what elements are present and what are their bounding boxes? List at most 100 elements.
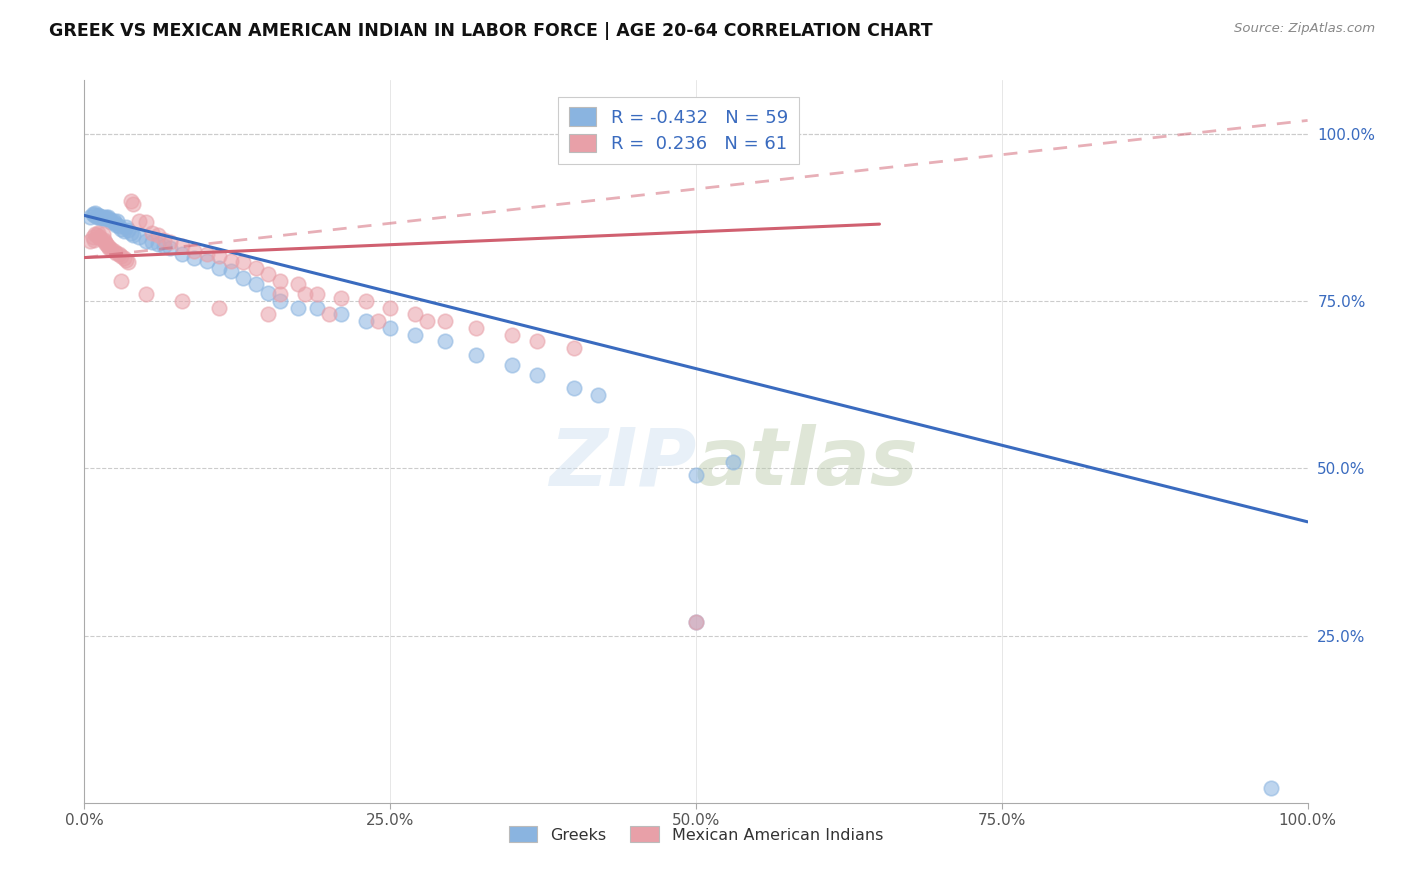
Point: [117, 255, 139, 269]
Point: [112, 251, 135, 265]
Point: [79, 234, 101, 248]
Point: [685, 615, 707, 630]
Point: [257, 307, 280, 322]
Point: [354, 294, 377, 309]
Point: [183, 251, 205, 265]
Text: atlas: atlas: [696, 425, 918, 502]
Point: [90, 211, 112, 225]
Point: [1260, 781, 1282, 796]
Point: [83, 233, 105, 247]
Point: [94, 235, 117, 250]
Point: [526, 368, 548, 382]
Point: [115, 220, 138, 235]
Point: [330, 291, 353, 305]
Point: [502, 358, 524, 372]
Text: ZIP: ZIP: [548, 425, 696, 502]
Point: [208, 260, 231, 275]
Point: [82, 230, 104, 244]
Point: [146, 237, 169, 252]
Point: [87, 230, 110, 244]
Point: [117, 223, 139, 237]
Point: [97, 241, 120, 255]
Point: [87, 226, 110, 240]
Point: [112, 224, 135, 238]
Point: [219, 264, 242, 278]
Point: [89, 211, 111, 226]
Point: [685, 467, 707, 482]
Point: [128, 214, 150, 228]
Point: [96, 236, 118, 251]
Point: [153, 233, 176, 247]
Point: [245, 260, 267, 275]
Point: [110, 274, 132, 288]
Point: [404, 327, 426, 342]
Point: [685, 615, 707, 630]
Point: [93, 212, 115, 227]
Point: [257, 268, 280, 282]
Point: [120, 226, 142, 240]
Point: [105, 246, 128, 260]
Point: [269, 294, 291, 309]
Point: [94, 211, 117, 226]
Point: [141, 235, 163, 250]
Point: [96, 210, 118, 224]
Point: [269, 274, 291, 288]
Point: [86, 228, 108, 243]
Point: [232, 270, 254, 285]
Point: [172, 239, 194, 253]
Point: [208, 301, 231, 315]
Point: [172, 247, 194, 261]
Point: [464, 321, 486, 335]
Point: [526, 334, 548, 349]
Point: [219, 254, 242, 268]
Point: [562, 381, 585, 395]
Point: [91, 210, 114, 224]
Point: [107, 219, 129, 234]
Point: [330, 307, 353, 322]
Point: [287, 301, 309, 315]
Point: [87, 209, 110, 223]
Point: [97, 211, 120, 226]
Point: [367, 314, 389, 328]
Point: [434, 334, 457, 349]
Point: [269, 287, 291, 301]
Point: [502, 327, 524, 342]
Point: [294, 287, 316, 301]
Point: [103, 244, 125, 258]
Point: [464, 348, 486, 362]
Point: [135, 215, 157, 229]
Point: [172, 294, 194, 309]
Point: [83, 209, 105, 223]
Point: [141, 226, 163, 240]
Point: [105, 214, 128, 228]
Point: [93, 233, 115, 247]
Point: [103, 214, 125, 228]
Point: [97, 211, 120, 225]
Point: [84, 227, 107, 242]
Point: [122, 197, 145, 211]
Point: [195, 247, 218, 261]
Point: [159, 235, 181, 250]
Legend: Greeks, Mexican American Indians: Greeks, Mexican American Indians: [502, 820, 890, 849]
Point: [87, 208, 110, 222]
Text: GREEK VS MEXICAN AMERICAN INDIAN IN LABOR FORCE | AGE 20-64 CORRELATION CHART: GREEK VS MEXICAN AMERICAN INDIAN IN LABO…: [49, 22, 932, 40]
Point: [146, 228, 169, 243]
Point: [84, 206, 107, 220]
Point: [562, 341, 585, 355]
Point: [380, 321, 402, 335]
Point: [100, 242, 122, 256]
Point: [245, 277, 267, 292]
Point: [305, 287, 328, 301]
Point: [128, 230, 150, 244]
Point: [98, 213, 121, 227]
Point: [120, 194, 142, 208]
Point: [434, 314, 457, 328]
Point: [89, 231, 111, 245]
Point: [586, 387, 609, 401]
Point: [380, 301, 402, 315]
Point: [135, 234, 157, 248]
Text: Source: ZipAtlas.com: Source: ZipAtlas.com: [1234, 22, 1375, 36]
Point: [122, 228, 145, 243]
Point: [104, 217, 127, 231]
Point: [257, 285, 280, 300]
